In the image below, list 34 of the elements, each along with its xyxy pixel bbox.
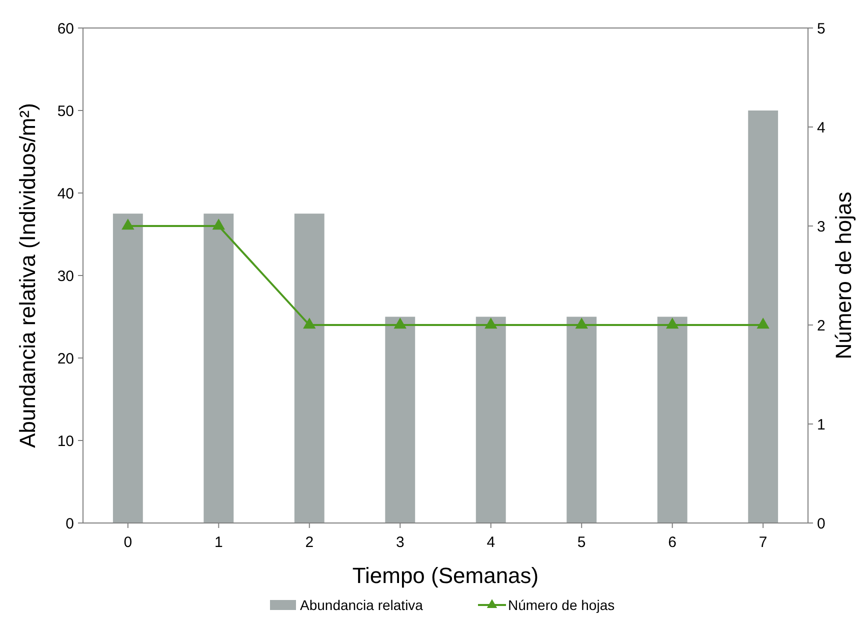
legend-label: Abundancia relativa — [300, 596, 424, 613]
bar — [657, 316, 688, 523]
bar — [748, 110, 778, 523]
bar — [385, 316, 416, 523]
y-tick-label: 20 — [57, 350, 74, 368]
legend-label: Número de hojas — [508, 596, 615, 613]
y2-tick-label: 5 — [817, 20, 826, 38]
x-tick-label: 6 — [668, 534, 677, 551]
y2-tick-label: 2 — [817, 317, 826, 334]
y2-tick-label: 3 — [817, 218, 826, 236]
y-tick-label: 40 — [57, 185, 74, 202]
y2-tick-label: 0 — [817, 515, 826, 532]
bar — [112, 214, 143, 523]
x-tick-label: 7 — [758, 534, 768, 551]
y2-tick-label: 4 — [817, 119, 826, 136]
bar — [566, 316, 597, 523]
y-tick-label: 10 — [57, 432, 74, 450]
bar — [476, 316, 506, 523]
y-tick-label: 0 — [66, 515, 74, 532]
x-tick-label: 1 — [214, 534, 223, 551]
y2-axis-title: Número de hojas — [831, 192, 856, 360]
x-tick-label: 5 — [577, 534, 586, 551]
y-axis-title: Abundancia relativa (Individuos/m²) — [15, 103, 40, 448]
bar — [204, 214, 234, 523]
x-tick-label: 4 — [486, 534, 496, 551]
x-axis-title: Tiempo (Semanas) — [352, 563, 539, 588]
x-tick-label: 3 — [396, 534, 404, 551]
x-tick-label: 2 — [305, 534, 314, 551]
y-tick-label: 60 — [57, 20, 74, 38]
y-tick-label: 50 — [57, 102, 74, 120]
x-tick-label: 0 — [124, 534, 132, 551]
y2-tick-label: 1 — [817, 416, 826, 434]
bar — [294, 214, 324, 523]
y-tick-label: 30 — [57, 268, 74, 285]
